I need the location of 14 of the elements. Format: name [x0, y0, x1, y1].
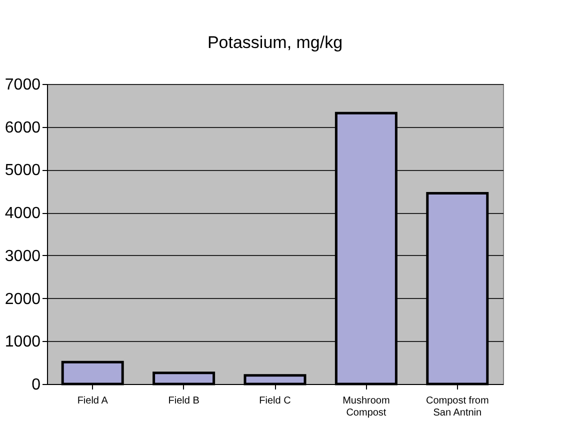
x-tick-label: Mushroom Compost	[342, 396, 390, 418]
y-tick-label: 6000	[4, 119, 41, 136]
y-tick-label: 3000	[4, 248, 41, 265]
y-tick-label: 1000	[4, 334, 41, 351]
y-tick-label: 0	[32, 376, 41, 394]
y-tick-label: 4000	[4, 205, 41, 222]
x-tick-label: Field B	[168, 396, 200, 406]
x-tick-label: Compost from San Antnin	[426, 396, 489, 418]
y-tick-label: 2000	[4, 290, 41, 308]
y-tick-label: 5000	[4, 162, 41, 180]
y-tick-label: 7000	[4, 76, 41, 94]
x-tick-label: Field A	[77, 396, 108, 406]
x-tick-label: Field C	[259, 396, 291, 406]
chart-title: Potassium, mg/kg	[207, 33, 343, 52]
